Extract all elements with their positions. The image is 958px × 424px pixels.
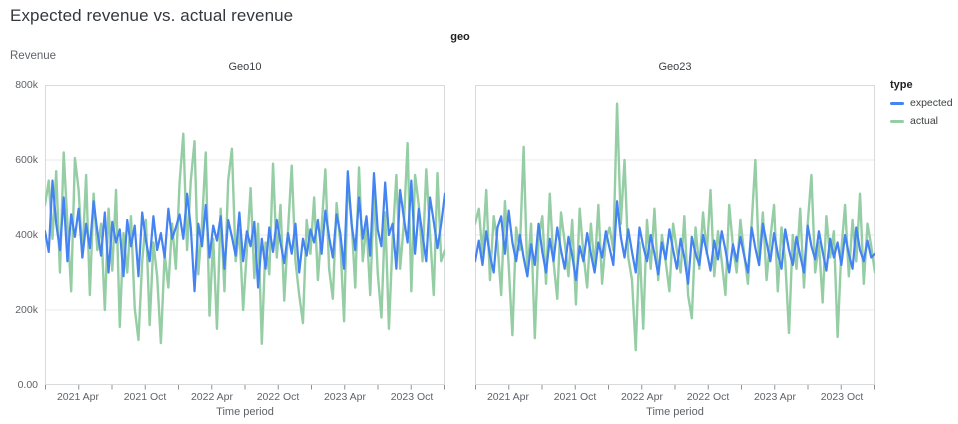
legend-label-expected: expected xyxy=(910,97,953,109)
legend-item-expected: expected xyxy=(890,97,953,109)
x-tick-2023-apr-f1: 2023 Apr xyxy=(323,391,367,403)
actual-line-swatch-icon xyxy=(890,119,904,123)
facet-geo23-plot-area[interactable] xyxy=(475,85,875,390)
facet-title-geo23: Geo23 xyxy=(658,61,692,73)
x-axis-title-geo10: Time period xyxy=(216,406,274,418)
legend-label-actual: actual xyxy=(910,115,939,127)
y-tick-400k: 400k xyxy=(15,229,38,241)
expected-line-swatch-icon xyxy=(890,101,904,105)
x-tick-2023-apr-f2: 2023 Apr xyxy=(753,391,797,403)
x-tick-2022-apr-f1: 2022 Apr xyxy=(190,391,234,403)
facet-title-geo10: Geo10 xyxy=(228,61,262,73)
y-axis-title: Revenue xyxy=(10,50,57,62)
chart-title: Expected revenue vs. actual revenue xyxy=(10,6,294,25)
legend: type expected actual xyxy=(890,79,953,133)
y-tick-600k: 600k xyxy=(15,154,38,166)
x-axis-title-geo23: Time period xyxy=(646,406,704,418)
x-tick-2022-oct-f2: 2022 Oct xyxy=(686,391,730,403)
y-tick-0: 0.00 xyxy=(17,379,38,391)
facet-geo10-plot-area[interactable] xyxy=(45,85,445,390)
x-tick-2021-apr-f1: 2021 Apr xyxy=(56,391,100,403)
legend-title: type xyxy=(890,79,913,91)
y-tick-200k: 200k xyxy=(15,304,38,316)
x-tick-2022-apr-f2: 2022 Apr xyxy=(620,391,664,403)
x-tick-2021-oct-f2: 2021 Oct xyxy=(553,391,597,403)
x-tick-2021-apr-f2: 2021 Apr xyxy=(486,391,530,403)
x-tick-2021-oct-f1: 2021 Oct xyxy=(123,391,167,403)
legend-item-actual: actual xyxy=(890,115,953,127)
x-tick-2022-oct-f1: 2022 Oct xyxy=(256,391,300,403)
facet-dimension-label: geo xyxy=(450,31,470,43)
x-tick-2023-oct-f1: 2023 Oct xyxy=(390,391,434,403)
y-tick-800k: 800k xyxy=(15,79,38,91)
x-tick-2023-oct-f2: 2023 Oct xyxy=(820,391,864,403)
